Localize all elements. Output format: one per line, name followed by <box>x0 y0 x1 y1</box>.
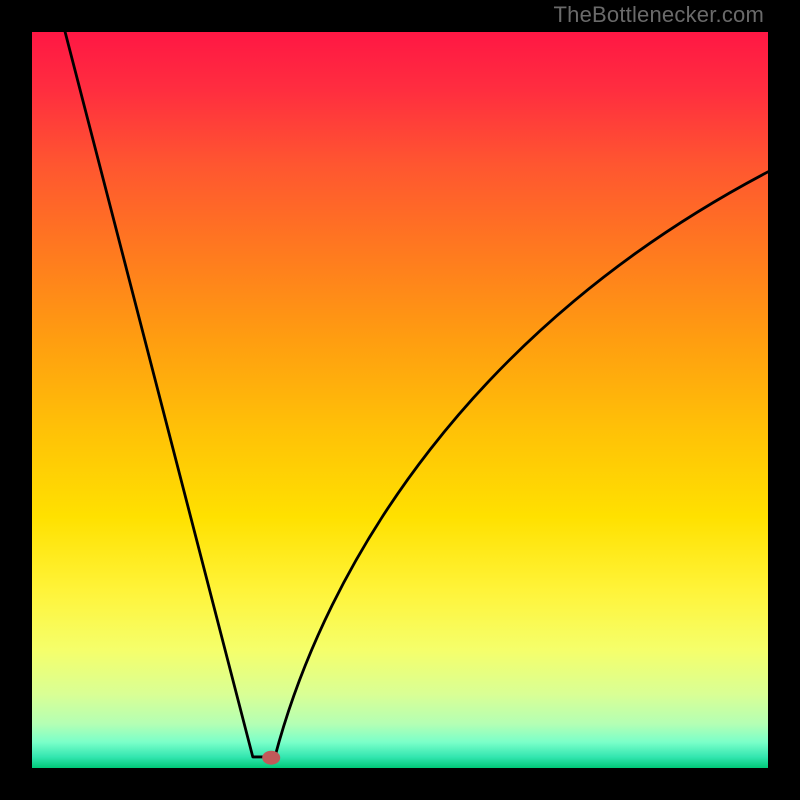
chart-frame: TheBottlenecker.com <box>0 0 800 800</box>
bottleneck-curve <box>32 32 768 768</box>
watermark-text: TheBottlenecker.com <box>554 2 764 28</box>
optimal-point-marker <box>262 751 280 765</box>
plot-area <box>32 32 768 768</box>
